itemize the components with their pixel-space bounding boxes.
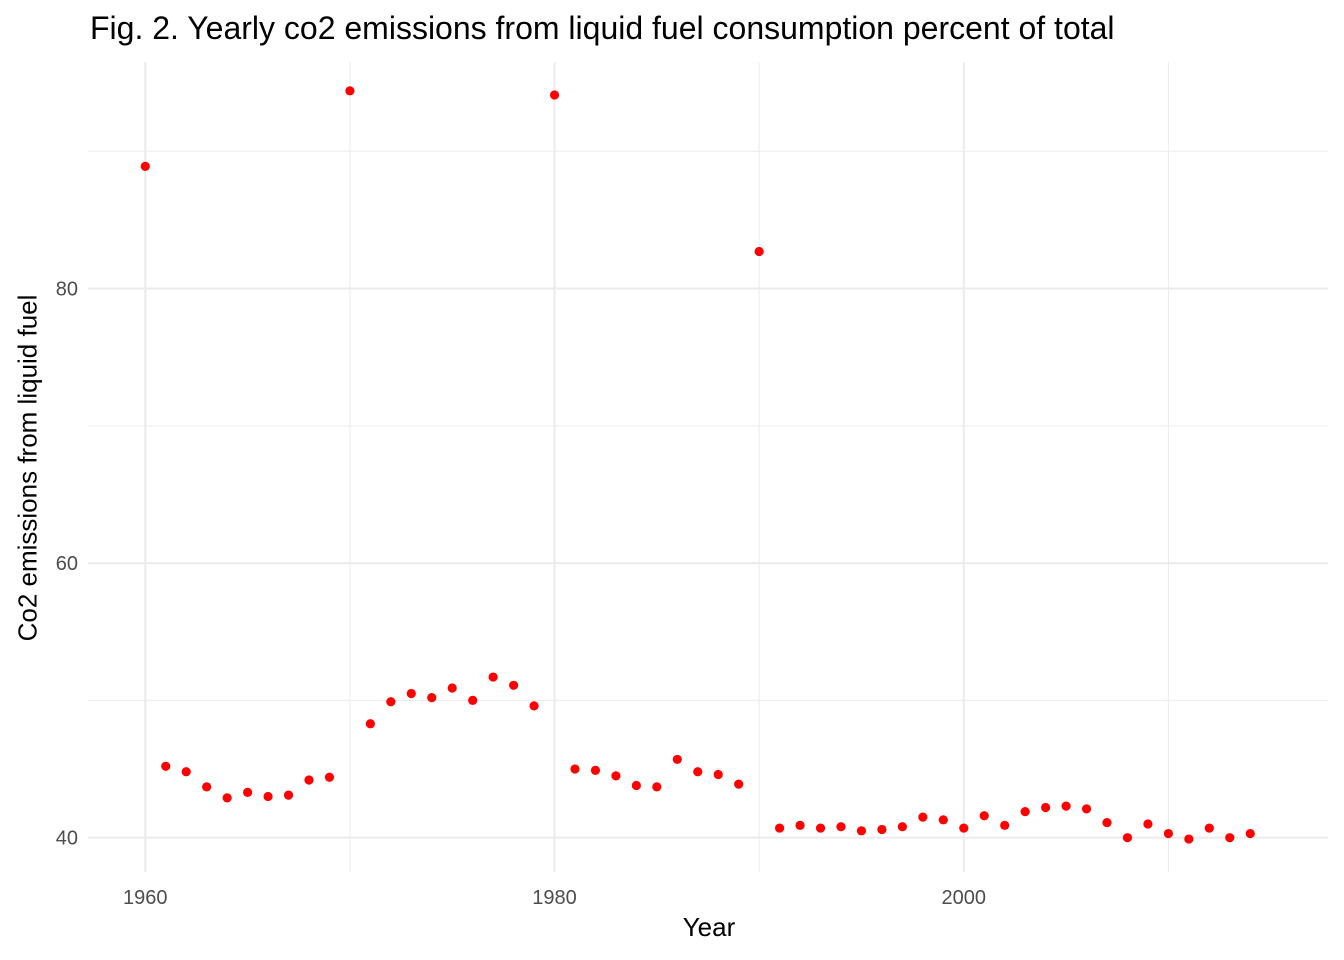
data-point [222, 793, 232, 803]
data-point [324, 772, 335, 782]
data-point [590, 765, 601, 776]
data-point [877, 824, 887, 835]
data-point [202, 782, 212, 792]
data-point [1122, 833, 1133, 843]
data-point [897, 822, 907, 832]
data-point [570, 764, 580, 774]
data-point [386, 697, 396, 707]
data-point [283, 790, 294, 800]
data-point [1000, 820, 1010, 830]
y-tick-label: 80 [56, 279, 78, 301]
chart-title: Fig. 2. Yearly co2 emissions from liquid… [90, 10, 1115, 46]
axis-ticks: 40 60 80 1960 1980 2000 [56, 279, 986, 909]
y-tick-label: 60 [56, 553, 78, 575]
grid [88, 62, 1328, 872]
data-point [1225, 833, 1235, 843]
data-point [836, 822, 846, 832]
data-point [1061, 801, 1071, 811]
data-point [754, 246, 764, 257]
data-point [1204, 823, 1214, 833]
data-points [140, 86, 1255, 844]
data-point [979, 811, 989, 821]
data-point [427, 693, 437, 703]
x-tick-label: 1960 [123, 887, 168, 909]
data-point [775, 823, 785, 833]
x-tick-label: 1980 [532, 887, 577, 909]
data-point [693, 767, 703, 777]
data-point [672, 754, 682, 765]
data-point [1102, 817, 1112, 828]
data-point [1081, 804, 1092, 814]
data-point [263, 791, 273, 802]
data-point [509, 680, 519, 690]
data-point [959, 823, 969, 833]
data-point [1020, 806, 1030, 817]
data-point [181, 767, 191, 777]
data-point [734, 779, 744, 789]
data-point [345, 86, 355, 96]
data-point [529, 701, 539, 711]
data-point [1143, 819, 1153, 829]
data-point [243, 787, 253, 797]
data-point [1163, 828, 1173, 839]
data-point [549, 90, 560, 100]
data-point [488, 672, 498, 682]
data-point [856, 826, 867, 836]
data-point [713, 769, 723, 780]
data-point [918, 812, 928, 822]
data-point [611, 771, 621, 781]
x-tick-label: 2000 [942, 887, 987, 909]
data-point [795, 820, 805, 830]
y-tick-label: 40 [56, 828, 78, 850]
data-point [631, 780, 641, 791]
data-point [468, 695, 478, 705]
data-point [652, 782, 662, 792]
data-point [938, 815, 948, 825]
x-axis-label: Year [682, 912, 736, 942]
data-point [365, 719, 375, 729]
data-point [447, 683, 457, 693]
data-point [1184, 834, 1194, 844]
data-point [815, 823, 826, 833]
data-point [1245, 828, 1255, 839]
data-point [161, 761, 171, 771]
data-point [406, 688, 416, 699]
data-point [1041, 802, 1051, 813]
data-point [140, 161, 150, 171]
data-point [304, 775, 314, 785]
